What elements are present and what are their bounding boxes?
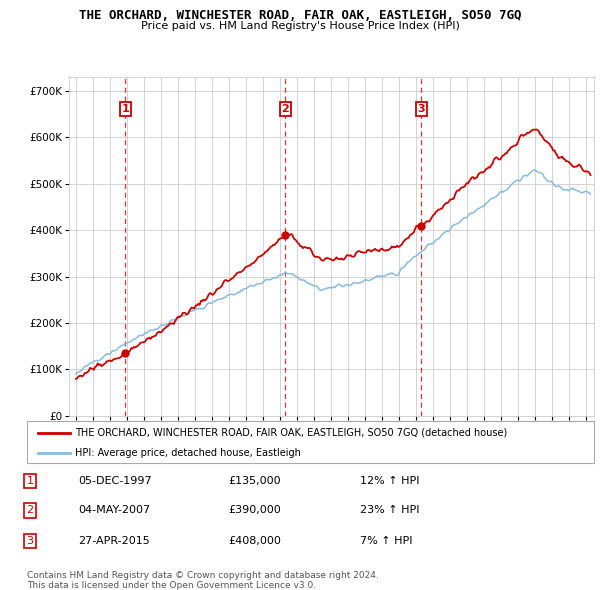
Text: 1: 1 (122, 104, 129, 114)
Text: 27-APR-2015: 27-APR-2015 (78, 536, 150, 546)
Text: £390,000: £390,000 (228, 506, 281, 515)
Text: THE ORCHARD, WINCHESTER ROAD, FAIR OAK, EASTLEIGH, SO50 7GQ: THE ORCHARD, WINCHESTER ROAD, FAIR OAK, … (79, 9, 521, 22)
Text: 1: 1 (26, 476, 34, 486)
Text: 23% ↑ HPI: 23% ↑ HPI (360, 506, 419, 515)
Text: This data is licensed under the Open Government Licence v3.0.: This data is licensed under the Open Gov… (27, 581, 316, 589)
Text: 7% ↑ HPI: 7% ↑ HPI (360, 536, 413, 546)
Text: £135,000: £135,000 (228, 476, 281, 486)
Text: THE ORCHARD, WINCHESTER ROAD, FAIR OAK, EASTLEIGH, SO50 7GQ (detached house): THE ORCHARD, WINCHESTER ROAD, FAIR OAK, … (75, 428, 508, 438)
Text: 3: 3 (417, 104, 425, 114)
Text: 3: 3 (26, 536, 34, 546)
Text: Price paid vs. HM Land Registry's House Price Index (HPI): Price paid vs. HM Land Registry's House … (140, 21, 460, 31)
Text: 05-DEC-1997: 05-DEC-1997 (78, 476, 152, 486)
Text: £408,000: £408,000 (228, 536, 281, 546)
Text: 12% ↑ HPI: 12% ↑ HPI (360, 476, 419, 486)
Text: 2: 2 (26, 506, 34, 515)
Text: 2: 2 (281, 104, 289, 114)
Text: 04-MAY-2007: 04-MAY-2007 (78, 506, 150, 515)
Text: Contains HM Land Registry data © Crown copyright and database right 2024.: Contains HM Land Registry data © Crown c… (27, 571, 379, 580)
Text: HPI: Average price, detached house, Eastleigh: HPI: Average price, detached house, East… (75, 448, 301, 458)
